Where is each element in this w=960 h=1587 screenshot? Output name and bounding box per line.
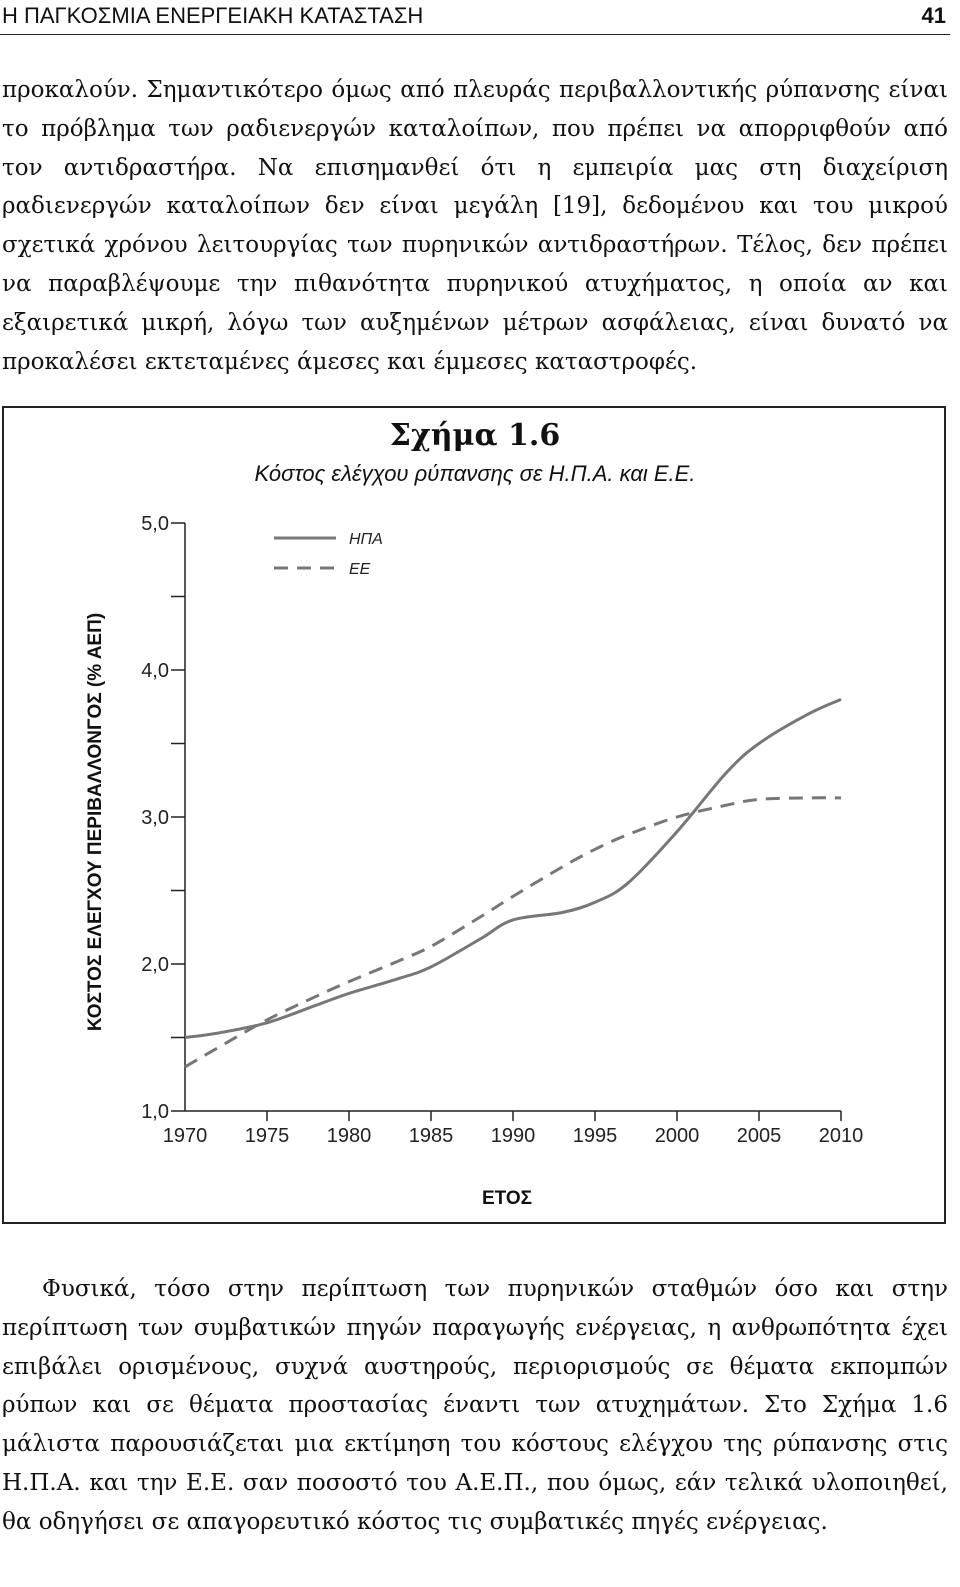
x-tick-label: 1985 [409, 1125, 454, 1147]
paragraph-1: προκαλούν. Σημαντικότερο όμως από πλευρά… [2, 77, 948, 375]
x-tick-label: 1975 [245, 1125, 290, 1147]
x-axis-title: ΕΤΟΣ [482, 1188, 532, 1209]
figure-label: Σχήμα 1.6 [389, 418, 561, 453]
paragraph-2: Φυσικά, τόσο στην περίπτωση των πυρηνικώ… [2, 1276, 948, 1535]
running-head-title: Η ΠΑΓΚΟΣΜΙΑ ΕΝΕΡΓΕΙΑΚΗ ΚΑΤΑΣΤΑΣΗ [2, 3, 424, 28]
running-head: Η ΠΑΓΚΟΣΜΙΑ ΕΝΕΡΓΕΙΑΚΗ ΚΑΤΑΣΤΑΣΗ 41 [0, 0, 950, 35]
legend: ΗΠΑ ΕΕ [274, 531, 383, 578]
figure-frame [2, 406, 946, 1224]
series-lines [184, 698, 842, 1069]
series-line-2 [184, 796, 842, 1069]
figure-caption: Κόστος ελέγχου ρύπανσης σε Η.Π.Α. και Ε.… [254, 461, 696, 486]
y-tick-label: 5,0 [141, 513, 169, 535]
y-tick-label: 2,0 [141, 954, 169, 976]
x-tick-label: 1980 [327, 1125, 372, 1147]
x-tick-label: 2010 [819, 1125, 864, 1147]
x-tick-label: 2000 [655, 1125, 700, 1147]
y-axis-title: ΚΟΣΤΟΣ ΕΛΕΓΧΟΥ ΠΕΡΙΒΑΛΛΟΝΓΟΣ (% ΑΕΠ) [85, 613, 106, 1031]
x-tick-label: 1995 [573, 1125, 618, 1147]
y-tick-label: 4,0 [141, 660, 169, 682]
x-tick-label: 2005 [737, 1125, 782, 1147]
x-axis: 1970 1975 1980 1985 1990 1995 2000 2005 2010 [163, 1110, 864, 1147]
y-axis: 1,0 2,0 3,0 4,0 5,0 [141, 513, 186, 1123]
line-chart: 1,0 2,0 3,0 4,0 5,0 1970 1975 1980 1985 1990 1995… [85, 513, 864, 1209]
series-line-1 [184, 698, 842, 1039]
legend-label-1: ΗΠΑ [349, 531, 383, 548]
x-tick-label: 1970 [163, 1125, 208, 1147]
x-tick-label: 1990 [491, 1125, 536, 1147]
legend-label-2: ΕΕ [349, 561, 371, 578]
y-tick-label: 1,0 [141, 1101, 169, 1123]
y-tick-label: 3,0 [141, 807, 169, 829]
page-number: 41 [921, 3, 946, 28]
